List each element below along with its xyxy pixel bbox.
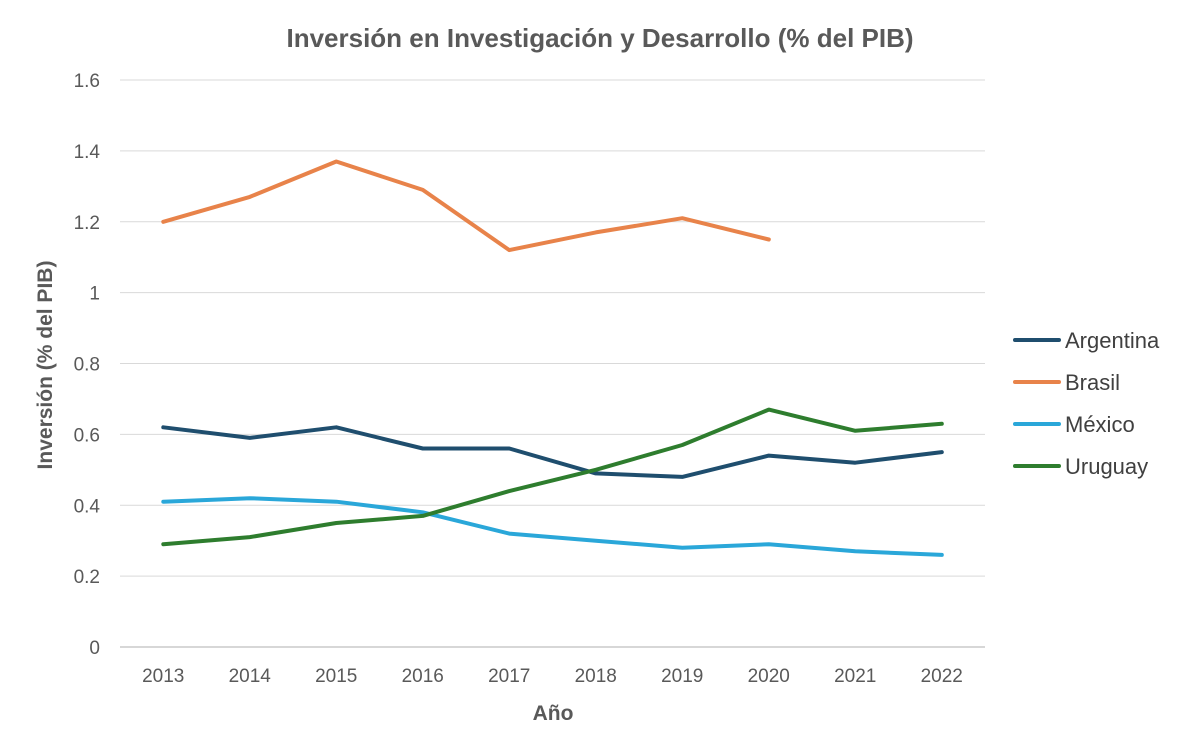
- y-tick-label: 1.4: [74, 142, 101, 163]
- series-lines: [161, 159, 944, 557]
- legend-label: Brasil: [1065, 370, 1120, 395]
- x-tick-label: 2021: [834, 666, 876, 687]
- y-tick-label: 0: [89, 638, 100, 659]
- x-tick-label: 2022: [921, 666, 963, 687]
- y-tick-label: 0.6: [74, 425, 100, 446]
- legend-item: Uruguay: [1013, 454, 1148, 479]
- legend-label: Uruguay: [1065, 454, 1148, 479]
- legend-item: Brasil: [1013, 370, 1120, 395]
- x-axis-title: Año: [533, 702, 574, 725]
- legend-item: México: [1013, 412, 1135, 437]
- x-tick-label: 2013: [142, 666, 184, 687]
- series-line-argentina: [161, 425, 944, 479]
- x-axis-ticks: 2013 2014 2015 2016 2017 2018 2019 2020 2021 2022: [142, 666, 963, 687]
- y-tick-label: 0.4: [74, 496, 101, 517]
- chart-title: Inversión en Investigación y Desarrollo …: [286, 23, 913, 53]
- legend: Argentina Brasil México Uruguay: [1013, 328, 1160, 479]
- y-axis-title: Inversión (% del PIB): [34, 261, 57, 470]
- y-tick-label: 0.8: [74, 355, 100, 376]
- series-line-uruguay: [161, 407, 944, 547]
- x-tick-label: 2016: [402, 666, 444, 687]
- x-tick-label: 2019: [661, 666, 703, 687]
- x-tick-label: 2014: [229, 666, 272, 687]
- y-tick-label: 0.2: [74, 567, 100, 588]
- y-tick-label: 1.2: [74, 213, 100, 234]
- y-tick-label: 1: [89, 284, 100, 305]
- x-tick-label: 2015: [315, 666, 357, 687]
- y-axis-ticks: 0 0.2 0.4 0.6 0.8 1 1.2 1.4 1.6: [74, 71, 101, 659]
- y-tick-label: 1.6: [74, 71, 100, 92]
- series-line-brasil: [161, 159, 771, 253]
- legend-label: México: [1065, 412, 1135, 437]
- x-tick-label: 2020: [748, 666, 790, 687]
- legend-item: Argentina: [1013, 328, 1160, 353]
- series-line-méxico: [161, 496, 944, 557]
- legend-label: Argentina: [1065, 328, 1160, 353]
- gridlines: [120, 79, 985, 648]
- x-tick-label: 2017: [488, 666, 530, 687]
- x-tick-label: 2018: [575, 666, 617, 687]
